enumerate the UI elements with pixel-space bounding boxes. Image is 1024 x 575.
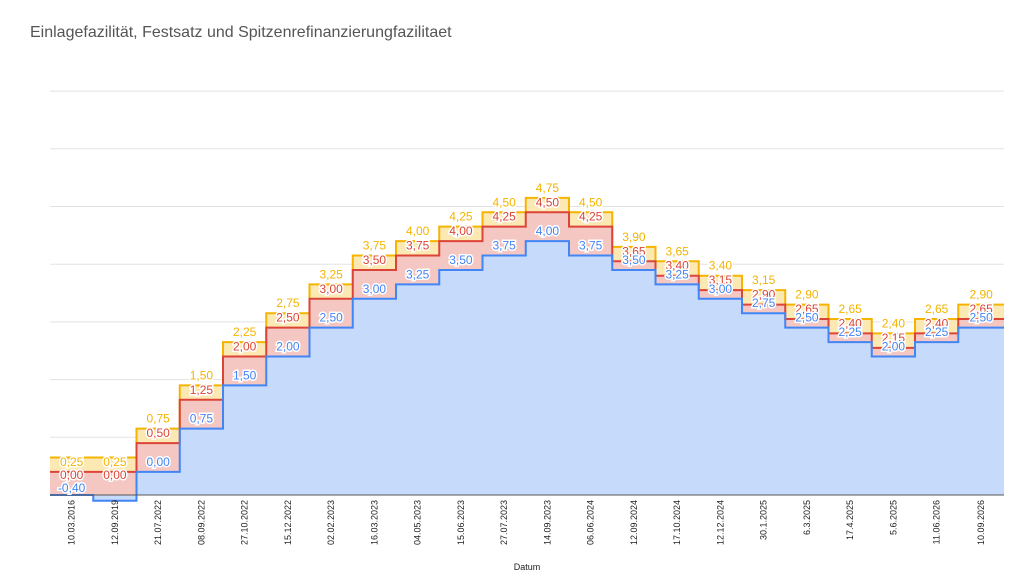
data-label-2: 2,75 — [752, 296, 776, 310]
x-tick-label: 02.02.2023 — [326, 500, 336, 545]
x-tick-label: 30.1.2025 — [759, 500, 769, 540]
data-label-0: 2,90 — [795, 288, 819, 302]
data-label-0: 4,75 — [536, 181, 560, 195]
data-label-2: 1,50 — [233, 368, 257, 382]
data-label-0: 3,90 — [622, 230, 646, 244]
x-tick-label: 11.06.2026 — [932, 500, 942, 544]
data-label-0: 4,25 — [449, 210, 473, 224]
data-label-2: 4,00 — [536, 224, 560, 238]
data-label-0: 2,65 — [838, 302, 862, 316]
data-label-2: 3,00 — [363, 282, 387, 296]
data-label-2: 2,00 — [276, 340, 300, 354]
x-tick-label: 15.06.2023 — [456, 500, 466, 545]
data-label-0: 3,15 — [752, 273, 776, 287]
data-label-1: 4,00 — [449, 224, 473, 238]
data-label-0: 4,00 — [406, 224, 430, 238]
data-label-1: 0,50 — [146, 426, 170, 440]
chart-title: Einlagefazilität, Festsatz und Spitzenre… — [30, 24, 452, 41]
data-label-1: 3,00 — [319, 282, 343, 296]
data-label-1: 1,25 — [190, 383, 214, 397]
data-label-1: 3,50 — [363, 253, 387, 267]
data-label-1: 2,40 — [925, 316, 949, 330]
data-label-2: 2,50 — [319, 311, 343, 325]
x-tick-label: 27.10.2022 — [240, 500, 250, 545]
data-label-1: 2,65 — [969, 302, 993, 316]
x-tick-label: 16.03.2023 — [369, 500, 379, 545]
x-tick-labels: 10.03.2016 12.09.2019 21.07.2022 08.09.2022… — [67, 500, 987, 545]
data-label-0: 2,25 — [233, 325, 257, 339]
x-tick-label: 15.12.2022 — [283, 500, 293, 545]
data-label-1: 0,00 — [60, 468, 84, 482]
x-tick-label: 04.05.2023 — [413, 500, 423, 545]
data-label-1: 3,40 — [665, 259, 689, 273]
data-label-0: 3,65 — [665, 244, 689, 258]
data-label-2: 3,25 — [406, 267, 430, 281]
data-label-1: 2,15 — [882, 331, 906, 345]
data-label-2: 2,25 — [925, 325, 949, 339]
data-labels: 0,25 0,250,751,502,252,753,253,754,004,25… — [56, 179, 994, 496]
data-label-0: 2,75 — [276, 296, 300, 310]
data-label-0: 2,65 — [925, 302, 949, 316]
data-label-0: 0,25 — [60, 455, 84, 469]
series-lines — [50, 196, 1004, 502]
data-label-0: 3,40 — [709, 259, 733, 273]
data-label-2: 0,75 — [190, 412, 214, 426]
x-tick-label: 17.10.2024 — [672, 500, 682, 545]
data-label-0: 0,25 — [103, 455, 127, 469]
series-area-2 — [50, 241, 1004, 501]
data-label-0: 3,75 — [363, 239, 387, 253]
data-label-0: 0,75 — [146, 412, 170, 426]
data-label-1: 3,15 — [709, 273, 733, 287]
x-tick-label: 5.6.2025 — [888, 500, 898, 535]
x-tick-label: 14.09.2023 — [542, 500, 552, 545]
data-label-2: 3,50 — [622, 253, 646, 267]
x-tick-label: 12.09.2019 — [110, 500, 120, 545]
data-label-1: 4,25 — [492, 210, 516, 224]
x-tick-label: 12.12.2024 — [715, 500, 725, 545]
data-label-2: 3,75 — [492, 239, 516, 253]
data-label-1: 3,75 — [406, 239, 430, 253]
data-label-1: 2,00 — [233, 340, 257, 354]
data-label-0: 2,40 — [882, 316, 906, 330]
data-label-0: 2,90 — [969, 288, 993, 302]
data-label-1: 2,40 — [838, 316, 862, 330]
x-tick-label: 17.4.2025 — [845, 500, 855, 540]
data-label-2: 3,50 — [449, 253, 473, 267]
x-tick-label: 06.06.2024 — [586, 500, 596, 545]
x-tick-label: 12.09.2024 — [629, 500, 639, 545]
data-label-1: 2,65 — [795, 302, 819, 316]
x-tick-label: 10.03.2016 — [67, 500, 77, 545]
data-label-2: -0,40 — [58, 481, 86, 495]
x-tick-label: 6.3.2025 — [802, 500, 812, 535]
data-label-0: 3,25 — [319, 267, 343, 281]
x-tick-label: 10.09.2026 — [976, 500, 986, 545]
data-label-0: 4,50 — [579, 195, 603, 209]
data-label-1: 4,50 — [536, 195, 560, 209]
x-tick-label: 27.07.2023 — [499, 500, 509, 545]
x-tick-label: 21.07.2022 — [153, 500, 163, 545]
data-label-0: 4,50 — [492, 195, 516, 209]
x-tick-label: 08.09.2022 — [196, 500, 206, 545]
data-label-2: 2,50 — [795, 311, 819, 325]
data-label-1: 3,65 — [622, 244, 646, 258]
data-label-2: 2,25 — [838, 325, 862, 339]
data-label-2: 2,00 — [882, 340, 906, 354]
data-label-1: 2,50 — [276, 311, 300, 325]
data-label-2: 2,50 — [969, 311, 993, 325]
data-label-2: 3,25 — [665, 267, 689, 281]
data-label-1: 2,90 — [752, 288, 776, 302]
data-label-0: 1,50 — [190, 368, 214, 382]
data-label-2: 0,00 — [146, 455, 170, 469]
x-axis-title: Datum — [514, 562, 541, 572]
series-line-2 — [50, 240, 1004, 502]
series-areas — [50, 197, 1004, 501]
data-label-1: 0,00 — [103, 468, 127, 482]
data-label-2: 3,75 — [579, 239, 603, 253]
data-label-2: 3,00 — [709, 282, 733, 296]
data-label-1: 4,25 — [579, 210, 603, 224]
